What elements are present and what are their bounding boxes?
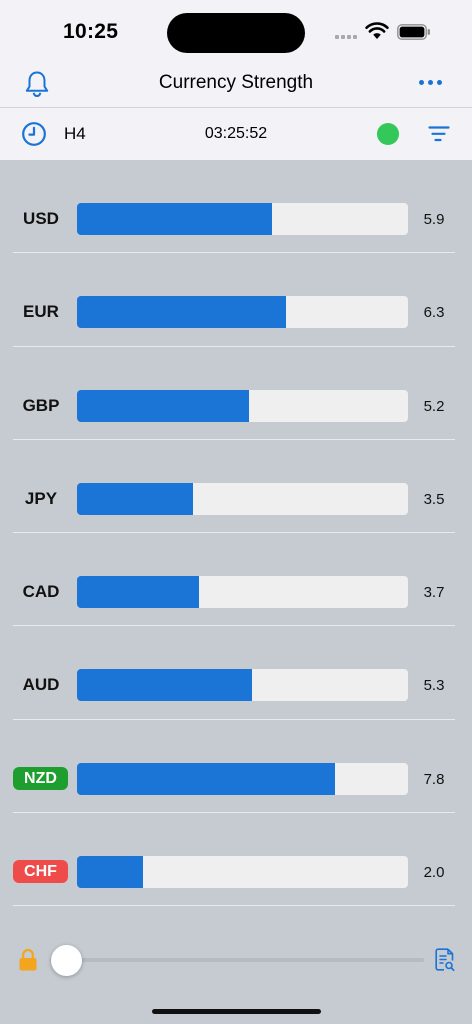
strength-bar-fill — [77, 669, 252, 702]
lock-icon[interactable] — [18, 948, 38, 972]
strength-bar-fill — [77, 203, 272, 235]
status-time: 10:25 — [63, 20, 119, 43]
strength-value: 5.2 — [423, 397, 445, 415]
row-divider — [13, 812, 455, 814]
currency-code-badge: CHF — [13, 860, 68, 884]
strength-value: 5.9 — [423, 211, 445, 228]
strength-value: 3.5 — [423, 490, 445, 508]
document-search-icon[interactable] — [435, 948, 455, 972]
row-divider — [13, 718, 455, 720]
strength-value: 2.0 — [423, 864, 445, 882]
strength-value: 5.3 — [423, 677, 445, 695]
slider-thumb[interactable] — [51, 945, 82, 976]
cellular-signal-icon — [335, 35, 357, 39]
navigation-bar: Currency Strength — [0, 62, 472, 108]
strength-bar-track — [77, 203, 408, 235]
strength-bar-track — [77, 296, 408, 329]
currency-row-nzd[interactable]: NZD 7.8 — [0, 720, 472, 814]
currency-code-badge: NZD — [13, 766, 68, 790]
currency-code: AUD — [22, 675, 60, 695]
currency-code: JPY — [24, 488, 58, 508]
strength-value: 3.7 — [423, 584, 445, 602]
connection-status-indicator — [377, 123, 399, 145]
strength-bar-fill — [77, 762, 335, 795]
row-divider — [13, 345, 455, 347]
sort-icon[interactable] — [428, 125, 450, 143]
strength-bar-track — [77, 482, 408, 515]
strength-bar-fill — [77, 389, 249, 422]
timeframe-label[interactable]: H4 — [64, 124, 86, 143]
strength-value: 6.3 — [423, 304, 445, 322]
currency-row-usd[interactable]: USD 5.9 — [0, 160, 472, 254]
strength-bar-fill — [77, 296, 286, 329]
strength-value: 7.8 — [423, 770, 445, 788]
currency-row-chf[interactable]: CHF 2.0 — [0, 813, 472, 907]
slider-track[interactable] — [50, 958, 424, 962]
row-divider — [13, 905, 455, 907]
strength-bar-fill — [77, 482, 193, 515]
strength-bar-track — [77, 389, 408, 422]
countdown-timer: 03:25:52 — [204, 125, 268, 142]
status-bar: 10:25 — [0, 0, 472, 62]
timeframe-toolbar: H4 03:25:52 — [0, 108, 472, 160]
row-divider — [13, 532, 455, 534]
row-divider — [13, 252, 455, 254]
strength-bar-fill — [77, 576, 199, 609]
currency-row-eur[interactable]: EUR 6.3 — [0, 253, 472, 347]
strength-bar-track — [77, 856, 408, 889]
clock-icon[interactable] — [21, 121, 47, 147]
dynamic-island — [167, 13, 305, 53]
currency-row-cad[interactable]: CAD 3.7 — [0, 533, 472, 627]
currency-row-jpy[interactable]: JPY 3.5 — [0, 440, 472, 534]
page-title: Currency Strength — [158, 72, 314, 93]
strength-bar-track — [77, 576, 408, 609]
battery-icon — [397, 24, 430, 40]
strength-bar-track — [77, 762, 408, 795]
currency-row-aud[interactable]: AUD 5.3 — [0, 626, 472, 720]
currency-code: GBP — [22, 395, 60, 415]
strength-bar-fill — [77, 856, 143, 889]
row-divider — [13, 438, 455, 440]
more-options-icon[interactable] — [419, 80, 442, 85]
currency-code: CAD — [22, 582, 60, 602]
row-divider — [13, 625, 455, 627]
currency-code: USD — [23, 209, 59, 228]
currency-row-gbp[interactable]: GBP 5.2 — [0, 347, 472, 440]
currency-strength-list: USD 5.9 EUR 6.3 GBP 5.2 JPY 3.5 CAD 3.7 AUD 5.3 NZD 7… — [0, 160, 472, 907]
currency-code: EUR — [23, 302, 59, 322]
wifi-icon — [365, 22, 389, 39]
strength-bar-track — [77, 669, 408, 702]
home-indicator — [152, 1009, 321, 1014]
bottom-controls — [0, 930, 472, 1024]
bell-icon[interactable] — [24, 70, 50, 98]
